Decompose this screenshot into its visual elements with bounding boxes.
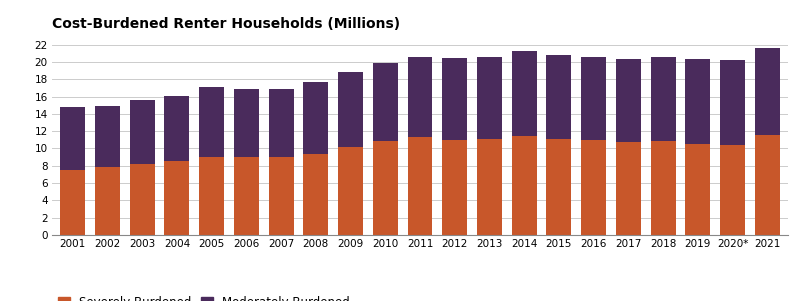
Bar <box>95 106 120 167</box>
Bar <box>269 157 294 235</box>
Bar <box>60 107 86 170</box>
Legend: Severely Burdened, Moderately Burdened: Severely Burdened, Moderately Burdened <box>58 296 350 301</box>
Bar <box>269 89 294 157</box>
Bar <box>407 137 433 235</box>
Text: Cost-Burdened Renter Households (Millions): Cost-Burdened Renter Households (Million… <box>52 17 400 31</box>
Bar <box>165 161 190 235</box>
Bar <box>442 140 467 235</box>
Bar <box>373 63 398 141</box>
Bar <box>407 57 433 137</box>
Bar <box>234 157 259 235</box>
Bar <box>234 89 259 157</box>
Bar <box>130 164 154 235</box>
Bar <box>754 135 780 235</box>
Bar <box>199 87 224 157</box>
Bar <box>477 57 502 139</box>
Bar <box>373 141 398 235</box>
Bar <box>338 72 363 147</box>
Bar <box>546 139 571 235</box>
Bar <box>199 157 224 235</box>
Bar <box>650 57 675 141</box>
Bar <box>720 145 745 235</box>
Bar <box>477 139 502 235</box>
Bar <box>686 59 710 144</box>
Bar <box>95 167 120 235</box>
Bar <box>442 58 467 140</box>
Bar <box>130 100 154 164</box>
Bar <box>616 142 641 235</box>
Bar <box>650 141 675 235</box>
Bar <box>512 51 537 136</box>
Bar <box>754 48 780 135</box>
Bar <box>303 82 328 154</box>
Bar <box>720 60 745 145</box>
Bar <box>581 57 606 140</box>
Bar <box>546 55 571 139</box>
Bar <box>338 147 363 235</box>
Bar <box>60 170 86 235</box>
Bar <box>686 144 710 235</box>
Bar <box>303 154 328 235</box>
Bar <box>512 136 537 235</box>
Bar <box>165 96 190 161</box>
Bar <box>581 140 606 235</box>
Bar <box>616 59 641 142</box>
